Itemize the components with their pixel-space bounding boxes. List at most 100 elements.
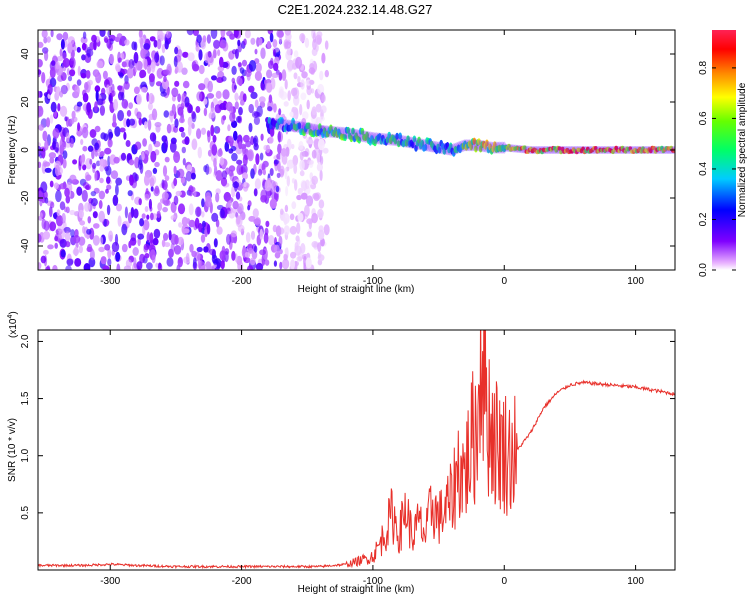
noise-mark [215, 219, 220, 228]
noise-mark [244, 251, 251, 258]
noise-mark [259, 228, 264, 240]
noise-mark [219, 56, 224, 68]
noise-mark [178, 126, 185, 133]
noise-mark [309, 79, 315, 85]
noise-mark [149, 232, 154, 244]
noise-mark [81, 126, 89, 139]
noise-mark [43, 161, 51, 167]
noise-mark [155, 81, 162, 87]
noise-mark [192, 30, 199, 36]
noise-mark [182, 51, 189, 58]
snr-x-tick-label: -300 [100, 576, 120, 587]
noise-mark [44, 167, 52, 173]
noise-mark [153, 39, 158, 48]
noise-mark [66, 68, 70, 76]
noise-mark [93, 223, 100, 229]
noise-mark [210, 30, 218, 39]
noise-mark [184, 96, 190, 108]
noise-mark [41, 147, 46, 159]
noise-mark [83, 263, 91, 270]
spectrogram-y-ticks: -40 -20 0 20 40 [20, 48, 675, 253]
noise-mark [181, 216, 188, 227]
noise-mark [94, 149, 98, 157]
noise-mark [106, 176, 111, 184]
noise-mark [207, 80, 213, 93]
noise-mark [38, 105, 44, 117]
noise-mark [84, 82, 89, 91]
ridge-mark [349, 135, 354, 143]
ridge-mark [472, 137, 477, 145]
noise-mark [215, 192, 220, 203]
noise-mark [99, 105, 105, 116]
noise-mark [311, 47, 318, 57]
noise-mark [96, 60, 104, 69]
noise-mark [144, 58, 148, 70]
noise-mark [151, 108, 158, 121]
ridge-mark [280, 117, 284, 125]
noise-mark [248, 122, 253, 133]
noise-mark [119, 127, 126, 133]
noise-mark [58, 229, 66, 240]
noise-mark [293, 163, 298, 174]
noise-mark [232, 200, 239, 210]
noise-mark [86, 102, 92, 113]
noise-mark [217, 148, 223, 157]
noise-mark [55, 190, 62, 203]
colorbar-bar [712, 30, 736, 270]
snr-y-tick-label: 2.0 [20, 334, 31, 348]
noise-mark [148, 198, 152, 210]
colorbar-tick-label: 0.2 [698, 212, 709, 226]
noise-mark [56, 33, 63, 41]
noise-mark [74, 258, 82, 267]
noise-mark [268, 94, 273, 104]
noise-mark [130, 232, 137, 242]
noise-mark [127, 212, 132, 224]
noise-mark [317, 242, 322, 253]
noise-mark [91, 162, 97, 169]
noise-mark [203, 107, 208, 117]
noise-mark [89, 129, 97, 138]
noise-mark [267, 106, 273, 112]
noise-mark [193, 190, 197, 198]
noise-mark [46, 265, 51, 270]
noise-mark [188, 104, 193, 114]
noise-mark [62, 52, 67, 60]
noise-mark [148, 73, 155, 83]
noise-mark [176, 61, 183, 73]
noise-mark [307, 159, 314, 165]
noise-mark [169, 110, 174, 117]
ridge-mark [557, 146, 562, 151]
noise-mark [253, 116, 260, 125]
noise-mark [322, 147, 329, 154]
noise-mark [231, 81, 237, 93]
noise-mark [241, 59, 248, 67]
noise-mark [170, 242, 175, 253]
noise-mark [114, 126, 121, 137]
noise-mark [69, 58, 75, 66]
noise-mark [247, 204, 251, 211]
noise-mark [297, 187, 303, 195]
noise-mark [173, 165, 177, 175]
spectrogram-y-tick-label: -40 [20, 238, 31, 253]
noise-mark [188, 203, 194, 216]
noise-mark [71, 110, 76, 119]
noise-mark [215, 90, 222, 99]
noise-mark [114, 36, 120, 43]
noise-mark [192, 257, 197, 269]
noise-mark [173, 245, 182, 255]
noise-mark [94, 85, 101, 93]
noise-mark [232, 181, 240, 189]
noise-mark [286, 175, 290, 187]
snr-y-ticks: 0.5 1.0 1.5 2.0 [20, 334, 675, 520]
snr-series-line [38, 330, 675, 570]
noise-mark [314, 122, 318, 129]
noise-mark [221, 76, 227, 82]
noise-mark [312, 39, 317, 50]
noise-mark [195, 206, 202, 218]
noise-mark [162, 206, 169, 213]
noise-mark [123, 81, 130, 90]
noise-mark [56, 215, 64, 227]
noise-mark [278, 108, 282, 116]
snr-y-tick-label: 1.5 [20, 391, 31, 405]
